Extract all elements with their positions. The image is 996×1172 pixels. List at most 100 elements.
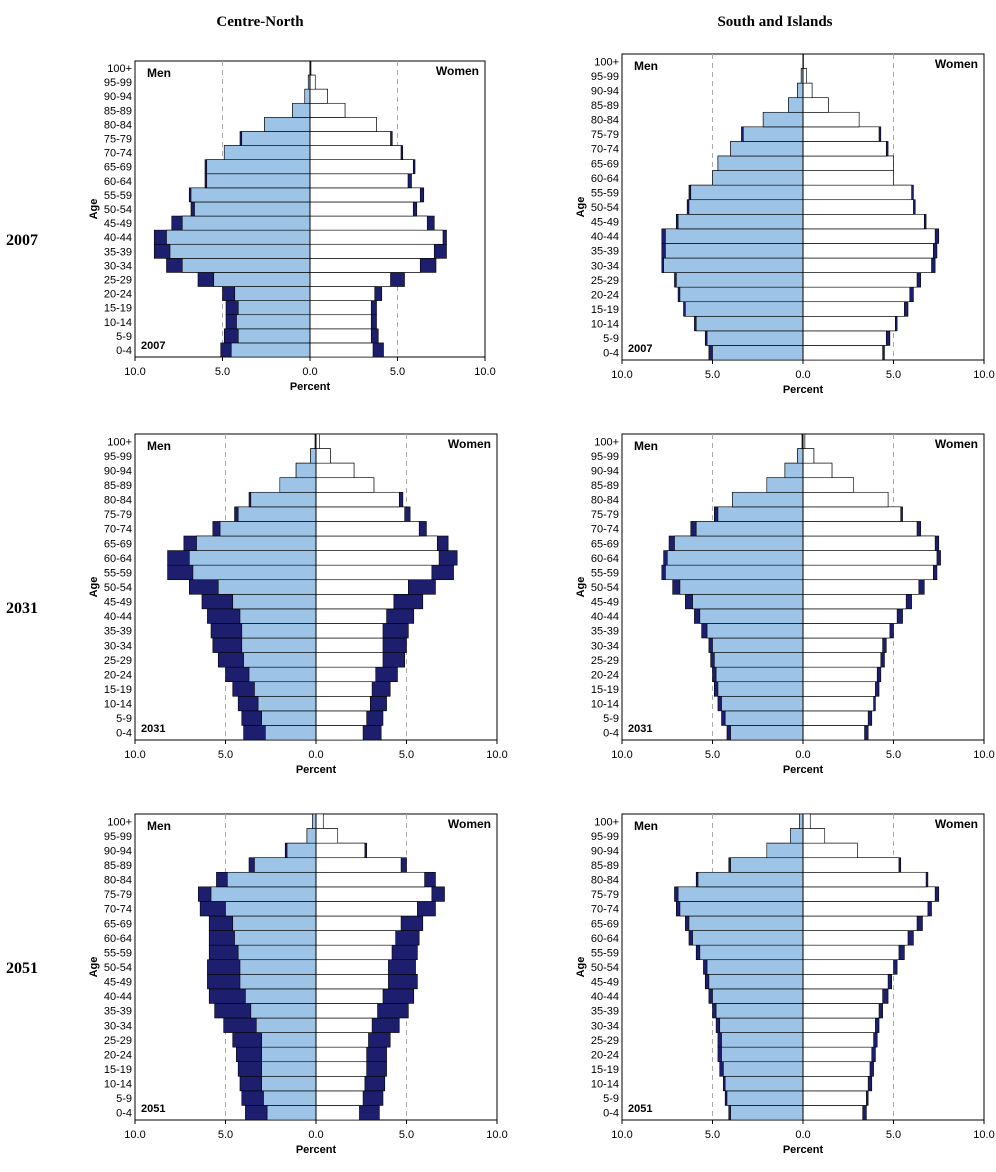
bar-men-italian xyxy=(717,681,804,697)
age-tick-label: 80-84 xyxy=(104,495,132,507)
bar-women-italian xyxy=(315,477,375,493)
bar-men-italian xyxy=(261,1032,317,1048)
age-tick-label: 0-4 xyxy=(116,345,132,357)
bar-men-italian xyxy=(665,228,804,244)
age-tick-label: 25-29 xyxy=(591,1035,619,1047)
age-tick-label: 5-9 xyxy=(116,1093,132,1105)
bar-men-italian xyxy=(181,258,311,273)
bar-men-italian xyxy=(717,506,804,522)
age-tick-label: 85-89 xyxy=(104,105,132,117)
age-tick-label: 30-34 xyxy=(591,640,619,652)
age-tick-label: 25-29 xyxy=(104,655,132,667)
age-tick-label: 10-14 xyxy=(104,699,132,711)
bar-men-italian xyxy=(790,828,804,844)
age-tick-label: 30-34 xyxy=(591,260,619,272)
bar-men-italian xyxy=(715,1003,804,1019)
age-tick-label: 90-94 xyxy=(104,91,132,103)
bar-men-italian xyxy=(194,201,311,217)
age-tick-label: 85-89 xyxy=(591,480,619,492)
age-tick-label: 100+ xyxy=(594,56,619,68)
age-tick-label: 75-79 xyxy=(591,509,619,521)
bar-men-italian xyxy=(692,593,804,610)
bar-men-italian xyxy=(714,652,804,668)
bar-men-italian xyxy=(263,1090,317,1106)
age-tick-label: 20-24 xyxy=(591,1049,619,1061)
bar-men-italian xyxy=(723,1061,804,1077)
bar-men-italian xyxy=(712,170,804,186)
bar-women-italian xyxy=(315,710,367,726)
pyramid-centre-north-2031: 0-4 5-9 10-14 15-19 20-24 25-29 30-34 35-39 40-4… xyxy=(88,433,508,776)
bar-men-italian xyxy=(730,141,804,157)
bar-men-italian xyxy=(248,666,317,683)
bar-women-italian xyxy=(802,652,882,668)
age-tick-label: 100+ xyxy=(594,816,619,828)
age-tick-label: 40-44 xyxy=(104,232,132,244)
bar-women-italian xyxy=(802,813,811,829)
bar-men-italian xyxy=(706,330,804,346)
bar-men-italian xyxy=(236,314,311,330)
bar-women-italian xyxy=(315,433,320,449)
x-tick-label: 0.0 xyxy=(302,366,317,378)
bar-men-italian xyxy=(721,695,804,712)
men-label: Men xyxy=(634,59,658,73)
bar-women-italian xyxy=(315,828,339,844)
bar-men-italian xyxy=(232,593,317,610)
bar-men-italian xyxy=(237,328,311,344)
age-tick-label: 70-74 xyxy=(104,148,132,160)
bar-men-italian xyxy=(219,521,317,537)
bar-women-italian xyxy=(315,1003,378,1019)
bar-men-italian xyxy=(679,579,804,595)
bar-men-italian xyxy=(699,608,804,624)
bar-men-italian xyxy=(196,535,317,551)
bar-women-italian xyxy=(802,286,911,303)
bar-men-italian xyxy=(255,1017,317,1033)
bar-men-italian xyxy=(732,491,804,508)
age-tick-label: 35-39 xyxy=(591,626,619,638)
women-label: Women xyxy=(448,437,491,451)
bar-women-italian xyxy=(309,314,372,330)
bar-women-italian xyxy=(315,1061,367,1077)
age-tick-label: 5-9 xyxy=(603,1093,619,1105)
bar-men-italian xyxy=(719,1017,804,1033)
x-tick-label: 5.0 xyxy=(886,369,901,381)
bar-men-italian xyxy=(712,345,804,361)
age-tick-label: 0-4 xyxy=(116,1108,132,1120)
age-tick-label: 10-14 xyxy=(104,317,132,329)
age-tick-label: 0-4 xyxy=(603,1108,619,1120)
women-label: Women xyxy=(935,437,978,451)
x-tick-label: 5.0 xyxy=(705,369,720,381)
age-tick-label: 65-69 xyxy=(591,158,619,170)
x-tick-label: 0.0 xyxy=(795,1129,810,1141)
bar-men-italian xyxy=(254,857,317,873)
x-tick-label: 10.0 xyxy=(486,749,507,761)
age-tick-label: 50-54 xyxy=(591,962,619,974)
y-axis-label: Age xyxy=(88,577,100,598)
pyramid-centre-north-2051: 0-4 5-9 10-14 15-19 20-24 25-29 30-34 35-39 40-4… xyxy=(88,813,508,1156)
bar-men-italian xyxy=(306,828,317,844)
bar-women-italian xyxy=(802,315,896,332)
age-tick-label: 10-14 xyxy=(591,319,619,331)
bar-women-italian xyxy=(315,550,440,566)
men-label: Men xyxy=(634,819,658,833)
bar-women-italian xyxy=(802,228,936,244)
age-tick-label: 30-34 xyxy=(104,1020,132,1032)
bar-women-italian xyxy=(309,243,435,259)
bar-men-italian xyxy=(213,272,311,287)
age-tick-label: 75-79 xyxy=(104,134,132,146)
age-tick-label: 40-44 xyxy=(104,991,132,1003)
bar-women-italian xyxy=(802,330,887,346)
bar-men-italian xyxy=(206,173,311,189)
bar-women-italian xyxy=(802,1032,874,1048)
age-tick-label: 25-29 xyxy=(104,1035,132,1047)
age-tick-label: 15-19 xyxy=(591,1064,619,1076)
bar-women-italian xyxy=(315,564,433,581)
bar-women-italian xyxy=(802,126,880,142)
bar-men-italian xyxy=(699,944,804,961)
bar-men-italian xyxy=(724,710,804,726)
x-tick-label: 10.0 xyxy=(124,366,145,378)
age-tick-label: 45-49 xyxy=(591,597,619,609)
bar-men-italian xyxy=(797,448,804,464)
pyramid-south-islands-2051: 0-4 5-9 10-14 15-19 20-24 25-29 30-34 35-39 40-4… xyxy=(575,813,995,1156)
y-axis-label: Age xyxy=(575,197,587,218)
bar-women-italian xyxy=(315,521,420,537)
